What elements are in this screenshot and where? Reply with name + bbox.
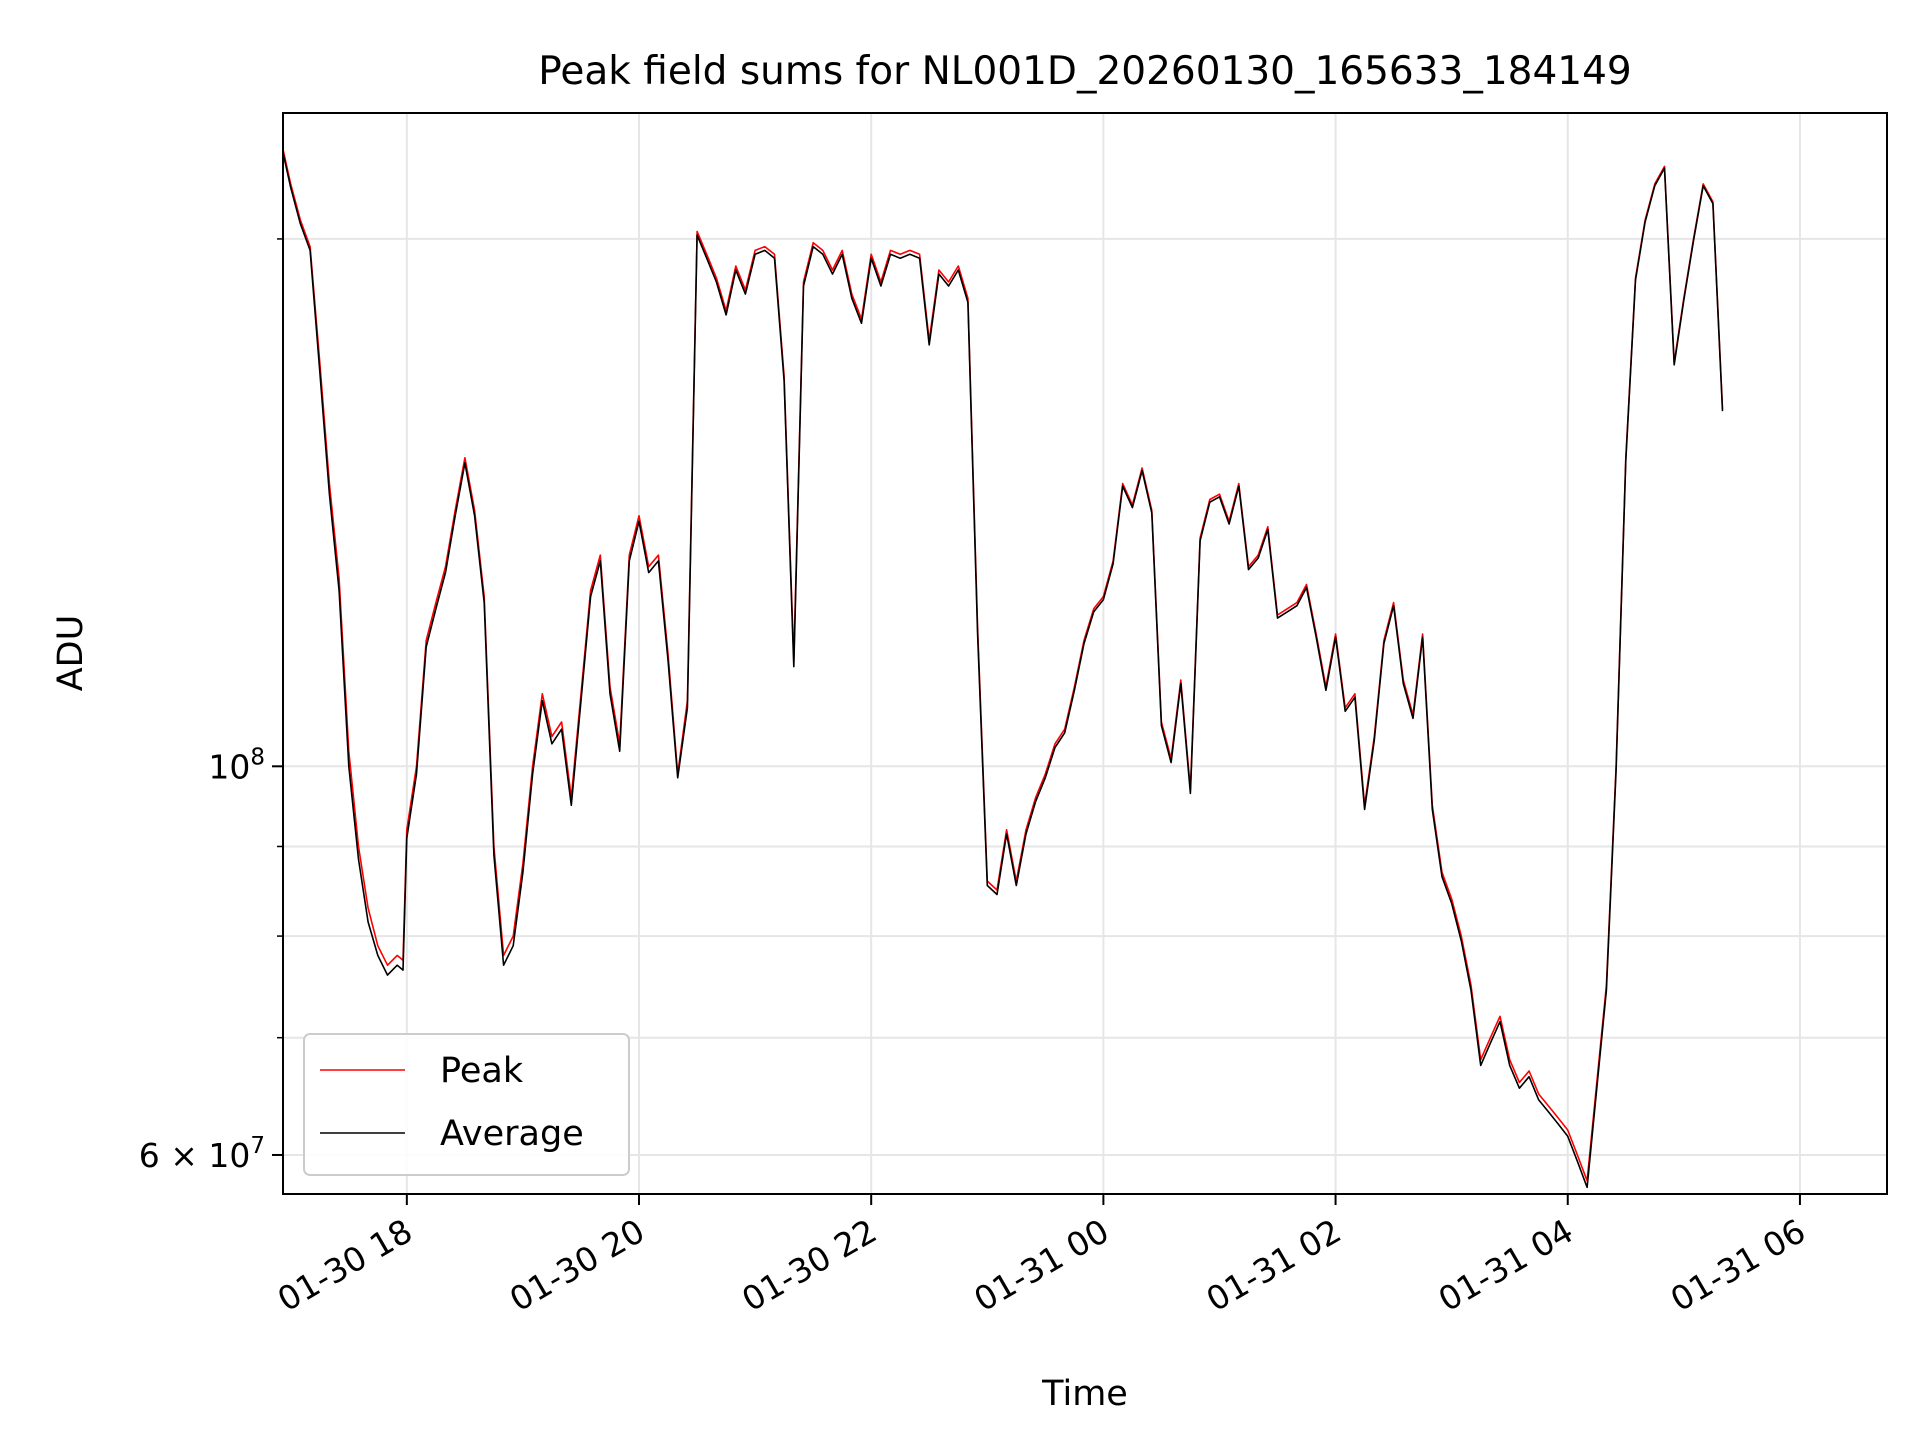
y-tick-label: 108 (208, 744, 265, 786)
x-axis-label: Time (1041, 1374, 1128, 1414)
grid (283, 113, 1887, 1194)
plot-frame (282, 112, 1888, 1195)
y-axis: 108 6 × 107 (139, 238, 283, 1175)
y-tick-label: 6 × 107 (139, 1133, 265, 1175)
legend-peak-label: Peak (440, 1051, 524, 1091)
y-axis-label: ADU (51, 615, 91, 692)
series-layer (282, 149, 1724, 1189)
chart-title: Peak field sums for NL001D_20260130_1656… (538, 49, 1631, 94)
legend-average-label: Average (440, 1114, 584, 1154)
legend: Peak Average (303, 1033, 630, 1176)
series-line-average (282, 152, 1724, 1189)
